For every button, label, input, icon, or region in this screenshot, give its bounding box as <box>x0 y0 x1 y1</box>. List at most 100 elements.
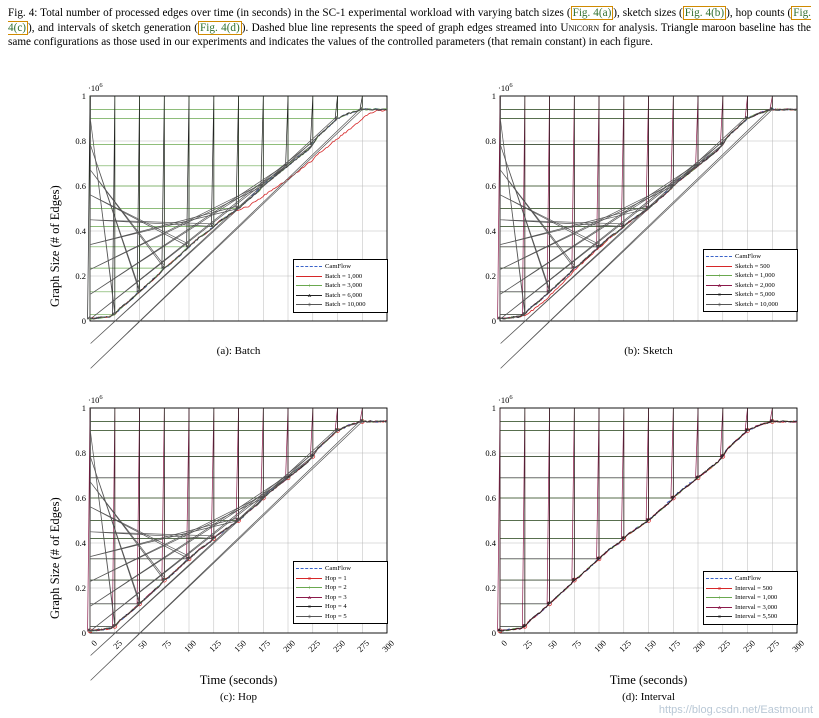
legend-row[interactable]: Hop = 4 <box>296 602 384 612</box>
legend-marker <box>717 302 722 307</box>
legend-key <box>706 604 732 611</box>
chart-legend[interactable]: CamFlow Sketch = 500 Sketch = 1,000 Sketch … <box>703 249 798 313</box>
y-axis-title: Graph Size (# of Edges) <box>48 185 62 307</box>
x-tick-label: 100 <box>181 638 199 655</box>
legend-row[interactable]: CamFlow <box>706 252 794 262</box>
legend-row[interactable]: Sketch = 2,000 <box>706 281 794 291</box>
legend-row[interactable]: CamFlow <box>296 564 384 574</box>
x-tick-label: 275 <box>765 638 782 655</box>
x-axis-title: Time (seconds) <box>609 673 688 687</box>
legend-row[interactable]: Sketch = 1,000 <box>706 271 794 281</box>
chart-legend[interactable]: CamFlow Interval = 500 Interval = 1,000 Int… <box>703 571 798 625</box>
legend-label: Sketch = 10,000 <box>735 300 779 308</box>
legend-marker <box>307 586 312 590</box>
legend-marker <box>717 274 722 278</box>
legend-row[interactable]: Sketch = 500 <box>706 262 794 272</box>
legend-marker <box>307 595 312 599</box>
legend-label: CamFlow <box>325 263 352 270</box>
legend-row[interactable]: Sketch = 10,000 <box>706 300 794 310</box>
legend-marker <box>307 284 312 288</box>
x-tick-label: 150 <box>231 638 248 655</box>
caption-text-2: ), sketch sizes ( <box>613 7 683 19</box>
x-tick-label: 300 <box>379 638 397 655</box>
legend-row[interactable]: Batch = 10,000 <box>296 300 384 310</box>
y-axis-exponent: ·106 <box>88 82 103 93</box>
legend-label: Sketch = 5,000 <box>735 291 775 299</box>
legend-row[interactable]: Sketch = 5,000 <box>706 290 794 300</box>
legend-key <box>706 301 732 308</box>
legend-row[interactable]: CamFlow <box>296 262 384 272</box>
legend-row[interactable]: Batch = 3,000 <box>296 281 384 291</box>
y-tick-label: 0 <box>81 316 86 326</box>
legend-marker <box>718 293 721 297</box>
y-tick-label: 1 <box>491 403 496 413</box>
legend-marker <box>308 576 311 580</box>
chart-legend[interactable]: CamFlow Batch = 1,000 Batch = 3,000 Batch =… <box>293 259 388 313</box>
x-tick-label: 275 <box>355 638 372 655</box>
legend-row[interactable]: Hop = 3 <box>296 593 384 603</box>
y-tick-label: 0.6 <box>75 181 86 191</box>
legend-label: Batch = 6,000 <box>325 291 363 299</box>
y-tick-label: 0.4 <box>75 226 86 236</box>
legend-label: Batch = 10,000 <box>325 301 366 309</box>
legend-row[interactable]: Interval = 3,000 <box>706 603 794 613</box>
x-tick-label: 50 <box>545 638 559 652</box>
y-tick-label: 0.2 <box>485 583 496 593</box>
legend-label: CamFlow <box>735 253 762 260</box>
panel-subcaption: (c): Hop <box>220 691 257 703</box>
figure-ref-d[interactable]: Fig. 4(d) <box>198 20 242 35</box>
x-tick-label: 125 <box>206 638 223 655</box>
legend-key <box>706 613 732 620</box>
x-tick-label: 25 <box>520 638 534 652</box>
x-tick-label: 150 <box>641 638 658 655</box>
legend-key <box>706 282 732 289</box>
x-axis-title: Time (seconds) <box>199 673 278 687</box>
x-tick-label: 225 <box>715 638 732 655</box>
legend-row[interactable]: Interval = 500 <box>706 584 794 594</box>
legend-label: Hop = 1 <box>325 574 347 582</box>
legend-key <box>706 585 732 592</box>
legend-row[interactable]: CamFlow <box>706 574 794 584</box>
legend-key <box>296 613 322 620</box>
figure-grid: ·106 Graph Size (# of Edges) 0 0.2 0.4 0.6 0.8… <box>0 72 819 718</box>
x-tick-label: 200 <box>280 638 298 655</box>
legend-label: Hop = 3 <box>325 593 347 601</box>
figure-ref-a[interactable]: Fig. 4(a) <box>570 6 614 20</box>
panel-batch: ·106 Graph Size (# of Edges) 0 0.2 0.4 0.6 0.8… <box>30 78 397 369</box>
y-tick-label: 0.4 <box>485 226 496 236</box>
y-tick-label: 0.8 <box>75 136 86 146</box>
legend-row[interactable]: Interval = 5,500 <box>706 612 794 622</box>
legend-label: CamFlow <box>325 565 352 572</box>
legend-row[interactable]: Batch = 6,000 <box>296 291 384 301</box>
y-tick-label: 1 <box>81 91 86 101</box>
legend-key <box>706 263 732 270</box>
legend-key <box>296 292 322 299</box>
legend-row[interactable]: Hop = 5 <box>296 612 384 622</box>
legend-label: Hop = 4 <box>325 603 347 611</box>
watermark: https://blog.csdn.net/Eastmount <box>658 704 813 716</box>
legend-row[interactable]: Hop = 1 <box>296 574 384 584</box>
legend-label: Interval = 500 <box>735 584 773 592</box>
x-tick-label: 300 <box>789 638 807 655</box>
legend-marker <box>718 615 721 619</box>
chart-legend[interactable]: CamFlow Hop = 1 Hop = 2 Hop = 3 Hop = 4 Hop =… <box>293 561 388 625</box>
caption-text-4: ), and intervals of sketch generation ( <box>28 21 199 34</box>
y-tick-label: 0.6 <box>485 181 496 191</box>
legend-key <box>296 273 322 280</box>
x-tick-label: 100 <box>591 638 609 655</box>
panel-subcaption: (a): Batch <box>216 345 261 357</box>
y-axis-exponent: ·106 <box>88 394 103 405</box>
caption-prefix: Fig. 4: <box>8 7 41 19</box>
legend-marker <box>307 614 312 619</box>
legend-row[interactable]: Hop = 2 <box>296 583 384 593</box>
caption-text-5: ). Dashed blue line represents the speed… <box>241 21 561 34</box>
legend-row[interactable]: Interval = 1,000 <box>706 593 794 603</box>
y-tick-label: 0.8 <box>485 136 496 146</box>
x-tick-label: 50 <box>135 638 149 652</box>
panel-hop: ·106 Graph Size (# of Edges) 0 0.2 0.4 0.6 0.8… <box>30 390 397 708</box>
figure-ref-c[interactable]: Fig. 4(c) <box>8 6 811 35</box>
y-tick-label: 1 <box>81 403 86 413</box>
legend-row[interactable]: Batch = 1,000 <box>296 272 384 282</box>
figure-ref-b[interactable]: Fig. 4(b) <box>682 6 727 20</box>
panel-sketch: ·106 0 0.2 0.4 0.6 0.8 1 (b): Sketch CamFlow Sket… <box>440 78 807 369</box>
